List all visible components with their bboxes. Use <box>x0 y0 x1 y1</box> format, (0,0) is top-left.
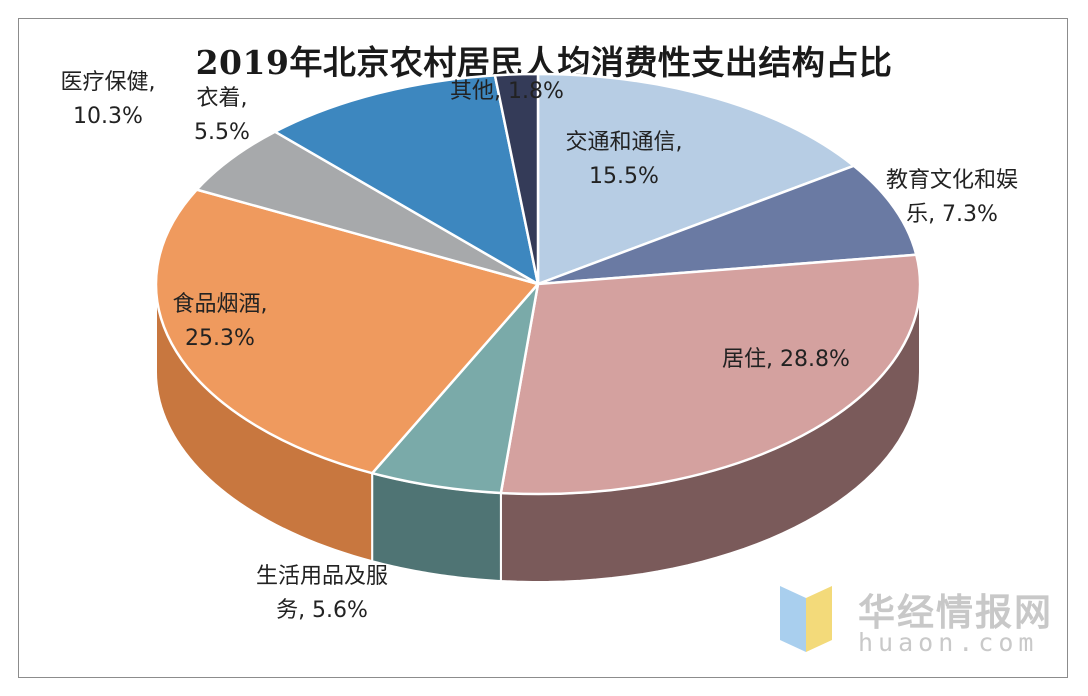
watermark-url: huaon.com <box>858 628 1039 657</box>
pie-slice-1 <box>536 164 918 286</box>
pie-label-line: 其他, 1.8% <box>450 79 564 104</box>
pie-label-line: 务, 5.6% <box>276 598 368 623</box>
pie-label-line: 25.3% <box>185 326 255 351</box>
pie-label-line: 衣着, <box>196 86 248 111</box>
pie-label-6: 医疗保健, 10.3% <box>61 66 156 134</box>
pie-label-line: 15.5% <box>589 164 659 189</box>
pie-label-1: 教育文化和娱 乐, 7.3% <box>886 164 1018 232</box>
pie-label-2: 居住, 28.8% <box>722 343 850 377</box>
pie-slice-2 <box>499 253 922 496</box>
pie-slice-7 <box>493 72 540 286</box>
watermark-logo-icon <box>780 586 832 652</box>
pie-slice-0 <box>536 72 855 286</box>
pie-label-3: 生活用品及服 务, 5.6% <box>256 560 388 628</box>
pie-label-line: 乐, 7.3% <box>906 202 998 227</box>
pie-label-0: 交通和通信, 15.5% <box>566 126 683 194</box>
pie-label-line: 教育文化和娱 <box>886 168 1019 193</box>
pie-label-line: 生活用品及服 <box>256 564 389 589</box>
pie-label-line: 交通和通信, <box>565 130 683 155</box>
pie-slice-4 <box>154 188 540 475</box>
pie-slice-6 <box>273 74 540 286</box>
pie-label-line: 居住, 28.8% <box>722 347 850 372</box>
pie-label-line: 5.5% <box>194 120 250 145</box>
pie-label-line: 医疗保健, <box>60 70 156 95</box>
pie-label-4: 食品烟酒, 25.3% <box>173 288 268 356</box>
pie-label-5: 衣着, 5.5% <box>194 82 250 150</box>
watermark-brand: 华经情报网 <box>858 591 1053 634</box>
pie-label-7: 其他, 1.8% <box>450 75 564 109</box>
pie-slice-5 <box>195 130 540 286</box>
pie-label-line: 10.3% <box>73 104 143 129</box>
pie-slice-3 <box>371 282 540 495</box>
pie-label-line: 食品烟酒, <box>172 292 268 317</box>
